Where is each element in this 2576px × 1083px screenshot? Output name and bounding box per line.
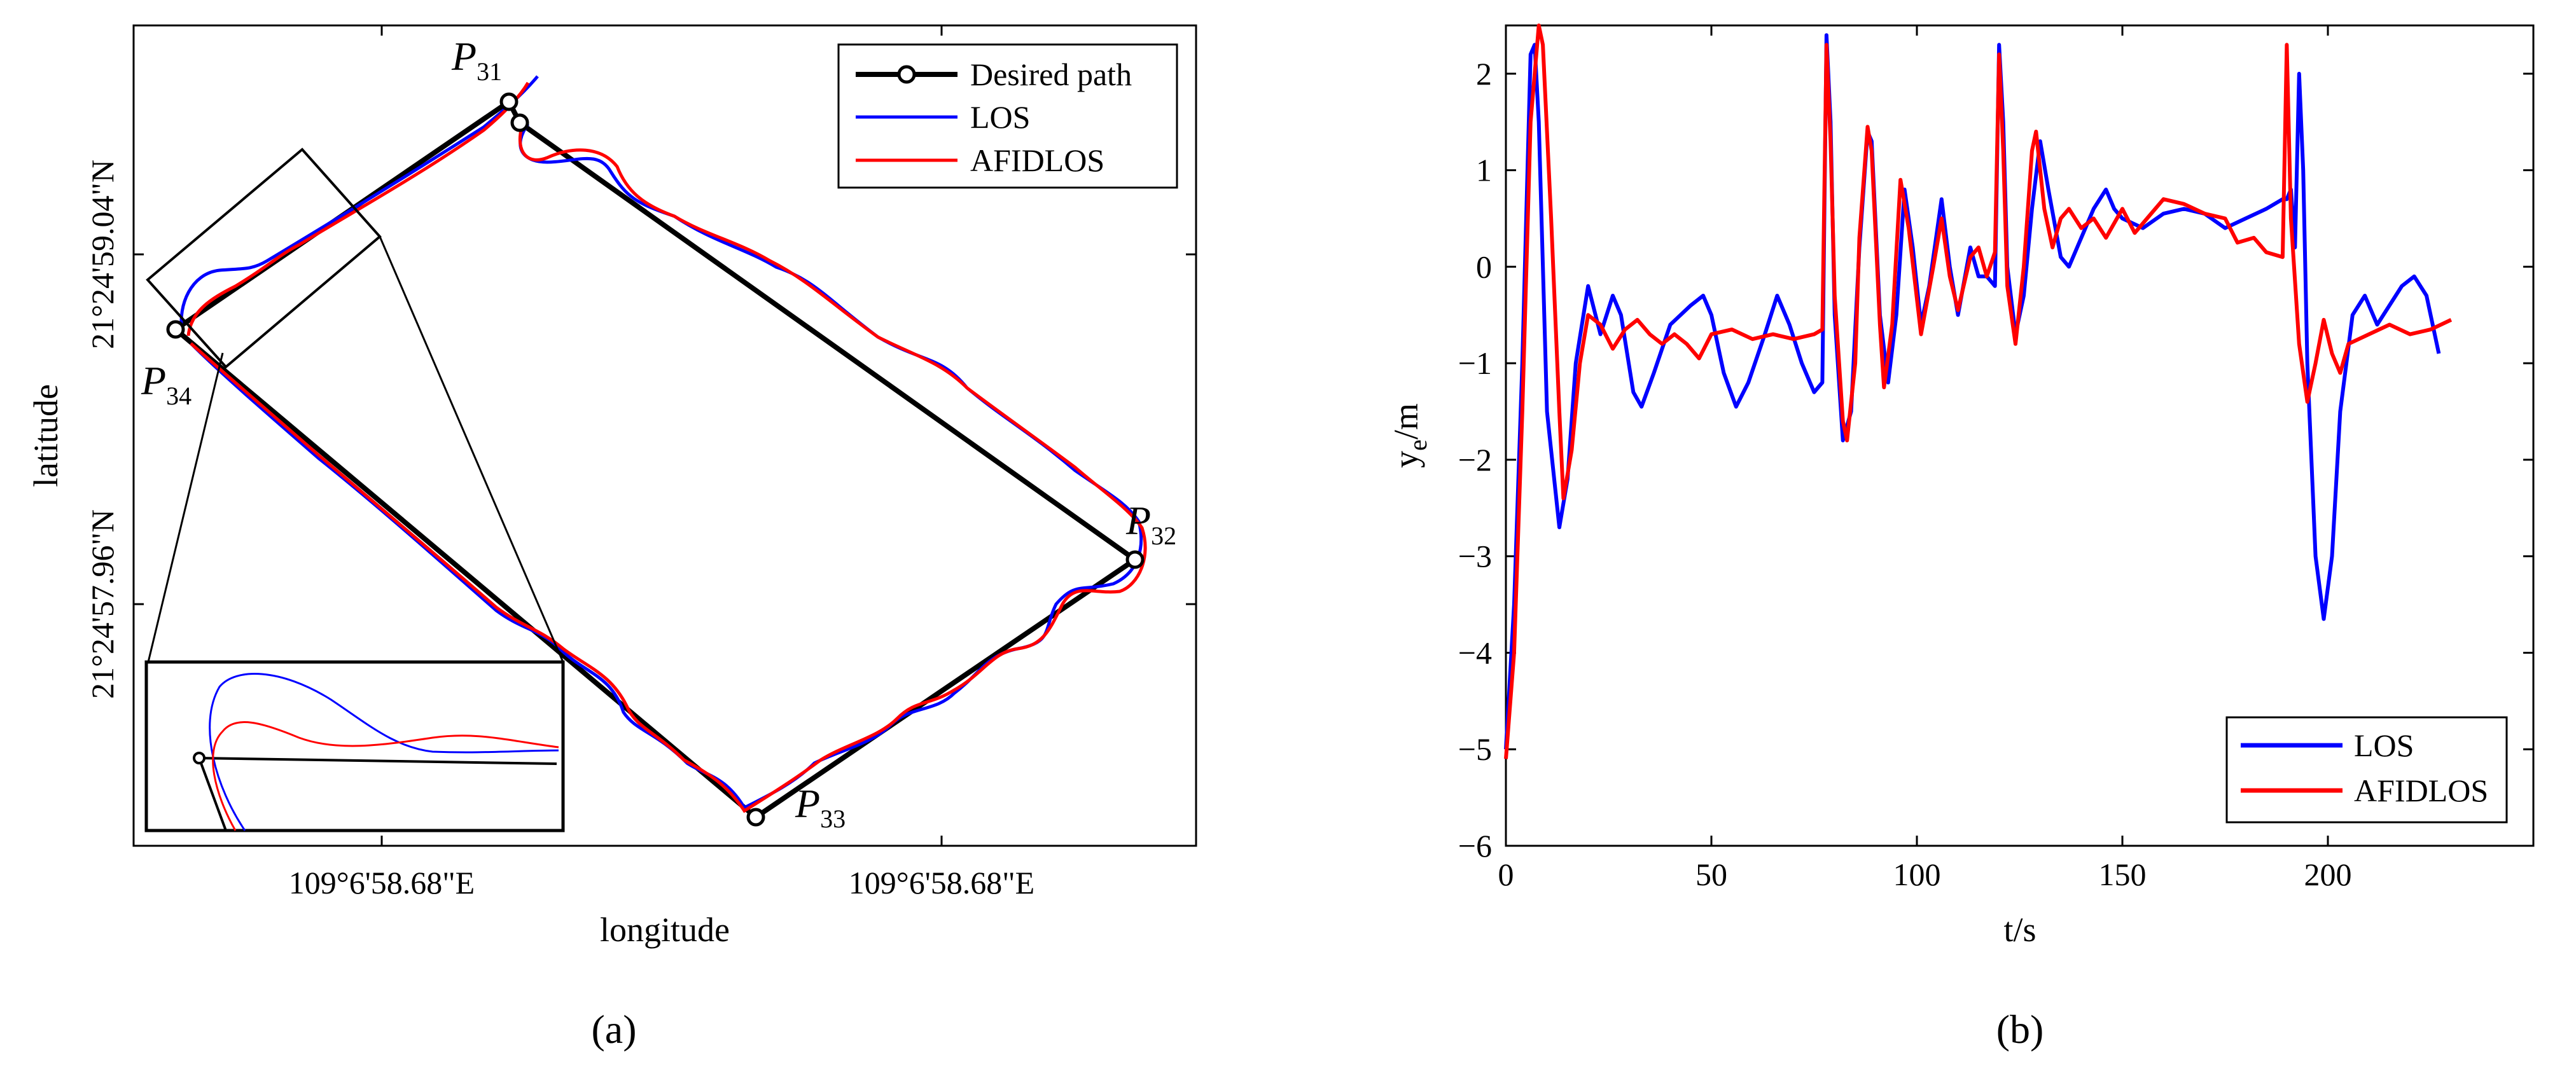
plot-a-label-p32-sub: 32	[1151, 521, 1176, 550]
plot-b-frame	[1505, 24, 2535, 847]
plot-b-ylabel-sub: e	[1403, 439, 1432, 451]
plot-a-label-p31: P31	[451, 34, 502, 86]
plot-b-xlabel: t/s	[2003, 911, 2036, 949]
plot-a-zoom-connector-2	[379, 236, 564, 663]
plot-a-legend: Desired path LOS AFIDLOS	[837, 43, 1178, 189]
plot-a-waypoint-p31b	[510, 113, 529, 132]
plot-b-xtick-label-3: 150	[2099, 857, 2147, 892]
plot-a-label-p31-sub: 31	[477, 57, 502, 86]
plot-b-ytick-label-5: −1	[1458, 345, 1492, 381]
plot-b-ytick-label-0: −6	[1458, 828, 1492, 864]
plot-a-xtick-label-2: 109°6'58.68"E	[849, 865, 1034, 900]
plot-a-label-p33-sub: 33	[820, 804, 846, 833]
plot-b-ylabel-main: y	[1387, 451, 1425, 468]
plot-a-legend-label-desired: Desired path	[970, 57, 1132, 92]
plot-b-legend-label-afidlos: AFIDLOS	[2354, 773, 2488, 808]
plot-b-legend: LOS AFIDLOS	[2225, 716, 2508, 824]
plot-b-ytick-label-8: 2	[1476, 56, 1492, 92]
plot-a-label-p32-name: P	[1125, 498, 1151, 543]
plot-b-series-afidlos-line	[1504, 24, 2453, 759]
plot-a-label-p34-name: P	[141, 358, 166, 403]
plot-b-legend-label-los: LOS	[2354, 728, 2414, 763]
plot-b-ytick-label-2: −4	[1458, 635, 1492, 670]
panel-a-caption: (a)	[591, 1007, 636, 1052]
plot-a-inset-los	[209, 673, 559, 831]
plot-a-legend-marker-desired	[897, 65, 916, 84]
plot-a-label-p34-sub: 34	[166, 382, 191, 410]
plot-a-waypoint-p31	[499, 92, 519, 111]
plot-a-xlabel: longitude	[600, 911, 730, 949]
panel-b-caption: (b)	[1996, 1007, 2044, 1052]
plot-a-label-p33-name: P	[795, 781, 820, 826]
plot-a-waypoint-p34	[166, 320, 185, 339]
plot-b-series	[1504, 24, 2453, 759]
plot-b-ytick-label-1: −5	[1458, 731, 1492, 767]
plot-a-waypoint-p32	[1125, 550, 1145, 569]
plot-a-ylabel: latitude	[27, 384, 65, 487]
plot-b-xtick-label-2: 100	[1893, 857, 1941, 892]
plot-a-legend-label-los: LOS	[970, 99, 1030, 135]
plot-b-ytick-label-6: 0	[1476, 249, 1492, 284]
plot-a-inset-afidlos	[212, 721, 559, 831]
plot-b-ylabel-suffix: /m	[1387, 403, 1425, 439]
plot-b-xtick-label-0: 0	[1498, 857, 1514, 892]
plot-a-xtick-label-1: 109°6'58.68"E	[289, 865, 475, 900]
plot-a-label-p32: P32	[1125, 498, 1176, 550]
plot-a-afidlos-path	[186, 81, 1147, 813]
plot-a-ytick-label-2: 21°24'57.96"N	[85, 509, 120, 699]
plot-a-waypoint-p33	[746, 808, 765, 827]
plot-a-label-p34: P34	[141, 358, 191, 410]
plot-b-ticks: 0 50 100 150 200 −6 −5 −4 −3 −2 −1 0 1 2	[1458, 25, 2533, 892]
plot-b-ytick-label-3: −3	[1458, 539, 1492, 574]
plot-b-xtick-label-4: 200	[2304, 857, 2352, 892]
plot-a-legend-label-afidlos: AFIDLOS	[970, 142, 1104, 178]
panel-b: 0 50 100 150 200 −6 −5 −4 −3 −2 −1 0 1 2 t/s ye/m LOS…	[1387, 24, 2535, 1052]
plot-a-zoom-connector-1	[147, 352, 224, 663]
plot-b-xtick-label-1: 50	[1695, 857, 1727, 892]
plot-b-legend-box	[2225, 716, 2508, 824]
plot-a-label-p31-name: P	[451, 34, 477, 79]
plot-a-ytick-label-1: 21°24'59.04"N	[85, 160, 120, 349]
plot-a-label-p33: P33	[795, 781, 846, 833]
panel-a: 109°6'58.68"E 109°6'58.68"E 21°24'59.04"…	[27, 24, 1197, 1052]
plot-b-ylabel: ye/m	[1387, 403, 1432, 468]
plot-b-ytick-label-4: −2	[1458, 442, 1492, 478]
plot-a-inset-waypoint	[193, 752, 205, 764]
plot-a-inset	[144, 660, 565, 832]
plot-b-ytick-label-7: 1	[1476, 153, 1492, 188]
